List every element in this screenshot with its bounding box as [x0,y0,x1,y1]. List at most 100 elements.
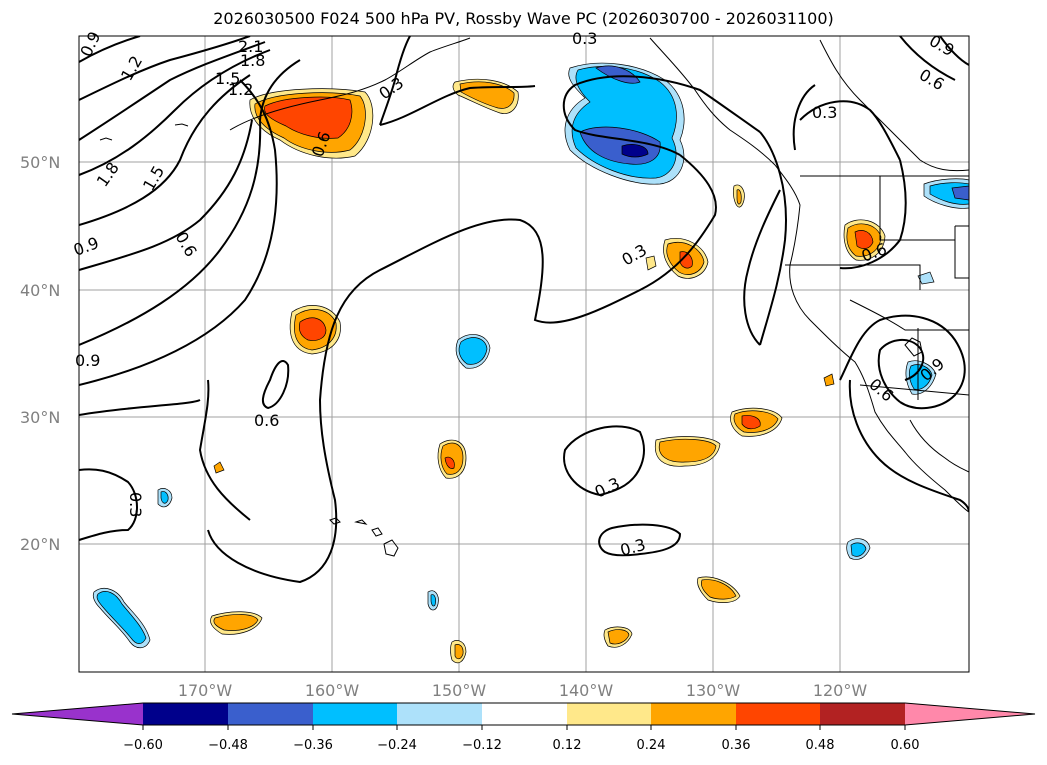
contour-2-1 [79,36,251,101]
map-background [79,36,969,672]
aleutian-island [99,137,113,141]
colorbar-segment [313,703,397,725]
contour-1-5 [79,49,271,176]
us-mexico-border [859,384,969,396]
pv-shading-positive [210,78,886,664]
contour-1-2 [79,74,251,226]
colorbar-segment [397,703,482,725]
state-border [954,225,969,279]
hawaii-island [383,539,399,557]
contour-0-3-ne-mid [792,84,816,151]
contour-0-6-west [79,79,278,386]
shade-blob [213,461,225,474]
colorbar-segment [905,703,1035,725]
contour-label: 0.3 [126,492,145,517]
shade-blob [951,185,969,201]
contour-0-6-ne-top [899,36,956,81]
colorbar-segment [12,703,143,725]
shade-blob [298,317,327,341]
contour-0-3-nw2 [379,36,411,126]
shade-blob [645,255,657,271]
lon-label-120w: 120°W [813,681,868,700]
contour-label: 0.3 [572,29,597,48]
shade-blob [658,438,717,463]
shade-blob [96,591,147,644]
colorbar-segment [228,703,313,725]
colorbar-tick-label: −0.12 [462,738,502,753]
hawaii-island [371,527,383,537]
shade-blob [741,415,761,430]
contour-0-9-ne [839,314,966,410]
contour-0-6-ne-inner [877,339,925,403]
shade-blob [823,373,835,387]
contour-0-3-closed-a [563,425,645,497]
contour-0-3-closed-b [598,523,682,557]
colorbar-segment [143,703,228,725]
contour-label: 0.3 [812,103,837,122]
contour-label: 1.5 [215,69,240,88]
aleutian-coast [229,37,471,131]
lon-label-150w: 150°W [432,681,487,700]
hawaii-island [354,519,368,525]
state-border [785,264,921,290]
contour-0-9-west [79,119,253,271]
contour-0-3-north [562,75,761,156]
canada-interior [819,39,969,172]
lon-label-170w: 170°W [178,681,233,700]
lon-label-130w: 130°W [686,681,741,700]
colorbar-tick-label: 0.60 [891,738,920,753]
gridlines [79,36,969,672]
shade-blob [430,594,436,607]
contour-0-3-nw [379,85,536,126]
shade-blob [854,230,874,249]
colorbar-tick-label: −0.60 [123,738,163,753]
shade-blob [607,629,630,645]
contour-0-3-main [207,154,717,584]
shade-blob [621,144,649,158]
latitude-labels: 50°N 40°N 30°N 20°N [20,153,60,554]
contour-label: 1.2 [228,80,253,99]
contour-0-6-lower [79,399,201,416]
shade-blob [454,644,464,660]
shade-blob [458,337,488,365]
north-america-coast [649,37,969,513]
pv-shading-negative [92,62,969,649]
shade-blob [213,614,259,631]
colorbar-segment [482,703,567,725]
contour-1-8 [79,41,266,141]
contour-0-9-top [79,36,141,63]
contour-label: 1.8 [240,51,265,70]
colorbar-ticks [142,725,906,730]
figure-title: 2026030500 F024 500 hPa PV, Rossby Wave … [213,9,834,28]
lon-label-140w: 140°W [559,681,614,700]
contour-label: 0.6 [254,411,279,430]
lat-label-30n: 30°N [20,408,60,427]
colorbar-segment [736,703,820,725]
contour-0-3-sw [79,468,138,541]
shade-blob [160,491,169,504]
state-border [849,299,969,331]
lat-label-20n: 20°N [20,535,60,554]
lat-label-40n: 40°N [20,281,60,300]
longitude-labels: 170°W 160°W 150°W 140°W 130°W 120°W [178,681,868,700]
pv-contours [79,36,969,584]
colorbar-tick-label: 0.48 [806,738,835,753]
colorbar-tick-label: −0.36 [293,738,333,753]
hawaii-island [329,517,341,525]
colorbar-tick-label: 0.12 [553,738,582,753]
colorbar-tick-label: −0.24 [377,738,417,753]
contour-label: 0.9 [75,351,100,370]
colorbar-segment [567,703,651,725]
inland-lake [904,337,923,357]
state-border [879,176,955,241]
shade-blob [908,364,933,390]
shade-blob [679,251,693,269]
lon-label-160w: 160°W [305,681,360,700]
contour-0-6-closed [262,360,290,410]
contour-0-3-west [198,379,251,521]
contour-0-6-se [848,379,969,513]
shade-blob [444,456,455,469]
aleutian-island [174,123,189,127]
contour-label: 2.1 [238,37,263,56]
